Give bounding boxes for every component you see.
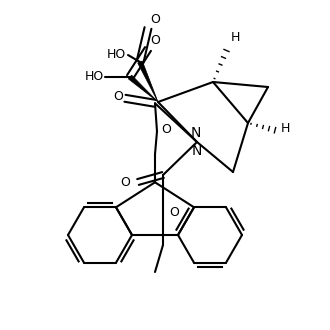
Text: O: O bbox=[169, 206, 179, 218]
Text: O: O bbox=[113, 90, 123, 103]
Text: O: O bbox=[161, 123, 171, 136]
Text: H: H bbox=[231, 31, 240, 44]
Polygon shape bbox=[138, 61, 158, 102]
Text: N: N bbox=[192, 144, 202, 158]
Text: O: O bbox=[120, 176, 130, 188]
Text: HO: HO bbox=[85, 71, 104, 83]
Text: HO: HO bbox=[107, 49, 126, 61]
Polygon shape bbox=[128, 75, 158, 102]
Text: N: N bbox=[191, 126, 201, 140]
Text: O: O bbox=[150, 13, 160, 26]
Text: H: H bbox=[281, 122, 290, 136]
Text: O: O bbox=[150, 34, 160, 47]
